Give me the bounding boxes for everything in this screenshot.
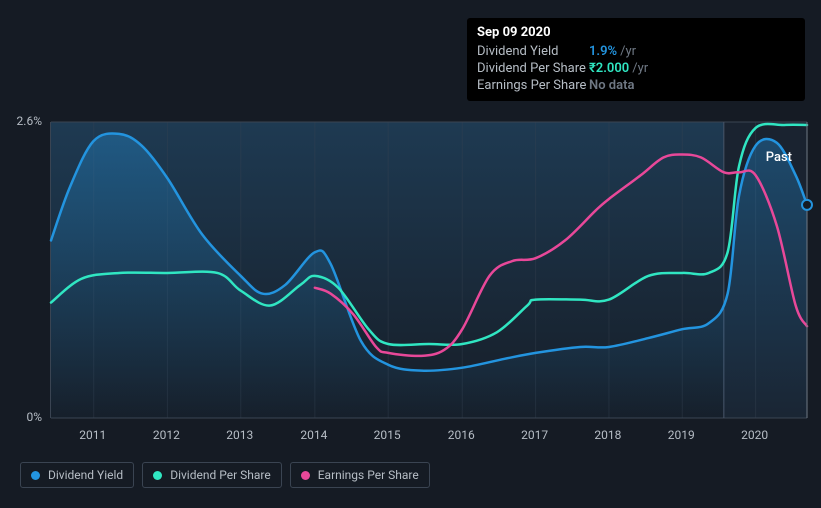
legend-item[interactable]: Dividend Per Share [142,462,282,488]
x-axis-label: 2011 [79,428,106,442]
tooltip-suffix: /yr [632,61,648,76]
tooltip-suffix: /yr [620,44,636,59]
y-axis-label: 2.6% [17,114,42,128]
legend-dot-icon [301,471,310,480]
legend-label: Dividend Per Share [170,468,271,482]
legend-label: Earnings Per Share [318,468,419,482]
tooltip-label: Dividend Yield [477,44,589,59]
tooltip-label: Earnings Per Share [477,78,589,93]
series-marker [802,200,812,210]
tooltip-value: 1.9% [589,44,617,59]
x-axis-label: 2014 [300,428,327,442]
tooltip-value: No data [589,78,634,93]
x-axis-label: 2015 [374,428,401,442]
tooltip-value: ₹2.000 [589,61,629,76]
y-axis-label: 0% [26,410,42,424]
x-axis-label: 2017 [521,428,548,442]
dividend-chart: 2.6% 0% Past 2011 2012 2013 2014 2015 2016 2017… [16,102,806,452]
legend-dot-icon [31,471,40,480]
past-label: Past [766,150,792,165]
x-axis-label: 2020 [741,428,768,442]
plot-area[interactable]: Past [50,122,806,418]
x-axis-label: 2016 [448,428,475,442]
tooltip-date: Sep 09 2020 [477,25,795,43]
data-tooltip: Sep 09 2020 Dividend Yield1.9%/yrDividen… [467,18,805,101]
tooltip-row: Earnings Per ShareNo data [477,77,795,94]
x-axis-label: 2013 [226,428,253,442]
chart-legend: Dividend Yield Dividend Per Share Earnings… [20,462,430,488]
x-axis: 2011 2012 2013 2014 2015 2016 2017 2018 2019 2020 [50,428,806,448]
legend-item[interactable]: Earnings Per Share [290,462,430,488]
tooltip-label: Dividend Per Share [477,61,589,76]
legend-label: Dividend Yield [48,468,123,482]
tooltip-row: Dividend Yield1.9%/yr [477,43,795,60]
legend-item[interactable]: Dividend Yield [20,462,134,488]
x-axis-label: 2012 [153,428,180,442]
x-axis-label: 2019 [668,428,695,442]
tooltip-row: Dividend Per Share₹2.000/yr [477,60,795,77]
x-axis-label: 2018 [594,428,621,442]
legend-dot-icon [153,471,162,480]
